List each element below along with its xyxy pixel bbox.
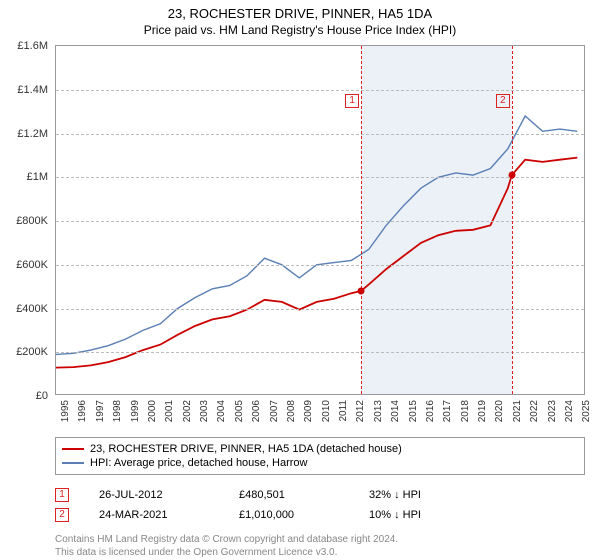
x-axis-label: 2009: [303, 400, 314, 422]
x-axis-label: 2018: [460, 400, 471, 422]
y-axis-label: £1.6M: [17, 40, 48, 52]
event-marker-icon: 2: [55, 508, 69, 522]
chart-marker-box: 2: [496, 94, 510, 108]
x-axis-label: 2013: [373, 400, 384, 422]
gridline: [56, 221, 584, 222]
x-axis-label: 2001: [164, 400, 175, 422]
legend-item: HPI: Average price, detached house, Harr…: [62, 456, 578, 470]
attribution-line: Contains HM Land Registry data © Crown c…: [55, 533, 585, 546]
x-axis-label: 2011: [338, 400, 349, 422]
x-axis-label: 2004: [216, 400, 227, 422]
marker-dot: [358, 287, 365, 294]
event-price: £480,501: [239, 489, 339, 501]
marker-dot: [508, 172, 515, 179]
y-axis-label: £600K: [16, 259, 48, 271]
gridline: [56, 309, 584, 310]
gridline: [56, 90, 584, 91]
x-axis-label: 2007: [269, 400, 280, 422]
x-axis-label: 1995: [60, 400, 71, 422]
attribution-line: This data is licensed under the Open Gov…: [55, 546, 585, 559]
event-marker-icon: 1: [55, 488, 69, 502]
y-axis-label: £800K: [16, 215, 48, 227]
attribution: Contains HM Land Registry data © Crown c…: [55, 533, 585, 559]
marker-line: [361, 46, 362, 394]
legend-label: HPI: Average price, detached house, Harr…: [90, 457, 307, 469]
x-axis-label: 2012: [355, 400, 366, 422]
legend: 23, ROCHESTER DRIVE, PINNER, HA5 1DA (de…: [55, 437, 585, 475]
x-axis-label: 2006: [251, 400, 262, 422]
x-axis-label: 2005: [234, 400, 245, 422]
y-axis-label: £1M: [27, 171, 48, 183]
x-axis-label: 1997: [95, 400, 106, 422]
line-hpi: [56, 116, 577, 354]
legend-swatch: [62, 462, 84, 464]
gridline: [56, 265, 584, 266]
x-axis-label: 2022: [529, 400, 540, 422]
y-axis-label: £0: [36, 390, 48, 402]
x-axis-label: 2014: [390, 400, 401, 422]
x-axis-label: 1998: [112, 400, 123, 422]
y-axis-label: £200K: [16, 346, 48, 358]
chart-subtitle: Price paid vs. HM Land Registry's House …: [0, 21, 600, 41]
x-axis-label: 2010: [321, 400, 332, 422]
line-price-paid: [56, 158, 577, 368]
gridline: [56, 134, 584, 135]
event-delta: 10% ↓ HPI: [369, 509, 421, 521]
x-axis-label: 2016: [425, 400, 436, 422]
x-axis-label: 2025: [581, 400, 592, 422]
chart-plot-area: £0£200K£400K£600K£800K£1M£1.2M£1.4M£1.6M…: [55, 45, 585, 395]
x-axis-label: 2015: [408, 400, 419, 422]
x-axis-label: 2020: [494, 400, 505, 422]
y-axis-label: £1.2M: [17, 128, 48, 140]
events-table: 1 26-JUL-2012 £480,501 32% ↓ HPI 2 24-MA…: [55, 485, 585, 525]
x-axis-label: 2000: [147, 400, 158, 422]
x-axis-label: 2019: [477, 400, 488, 422]
legend-swatch: [62, 448, 84, 450]
event-row: 1 26-JUL-2012 £480,501 32% ↓ HPI: [55, 485, 585, 505]
x-axis-label: 2017: [442, 400, 453, 422]
chart-title: 23, ROCHESTER DRIVE, PINNER, HA5 1DA: [0, 0, 600, 21]
event-delta: 32% ↓ HPI: [369, 489, 421, 501]
x-axis-label: 1999: [130, 400, 141, 422]
event-date: 24-MAR-2021: [99, 509, 209, 521]
y-axis-label: £1.4M: [17, 84, 48, 96]
x-axis-label: 2024: [564, 400, 575, 422]
legend-item: 23, ROCHESTER DRIVE, PINNER, HA5 1DA (de…: [62, 442, 578, 456]
x-axis-label: 2002: [182, 400, 193, 422]
event-row: 2 24-MAR-2021 £1,010,000 10% ↓ HPI: [55, 505, 585, 525]
gridline: [56, 352, 584, 353]
x-axis-label: 1996: [77, 400, 88, 422]
chart-marker-box: 1: [345, 94, 359, 108]
gridline: [56, 177, 584, 178]
x-axis-label: 2008: [286, 400, 297, 422]
x-axis-label: 2003: [199, 400, 210, 422]
y-axis-label: £400K: [16, 303, 48, 315]
x-axis-label: 2021: [512, 400, 523, 422]
legend-label: 23, ROCHESTER DRIVE, PINNER, HA5 1DA (de…: [90, 443, 402, 455]
x-axis-label: 2023: [547, 400, 558, 422]
chart-container: 23, ROCHESTER DRIVE, PINNER, HA5 1DA Pri…: [0, 0, 600, 560]
event-date: 26-JUL-2012: [99, 489, 209, 501]
event-price: £1,010,000: [239, 509, 339, 521]
marker-line: [512, 46, 513, 394]
